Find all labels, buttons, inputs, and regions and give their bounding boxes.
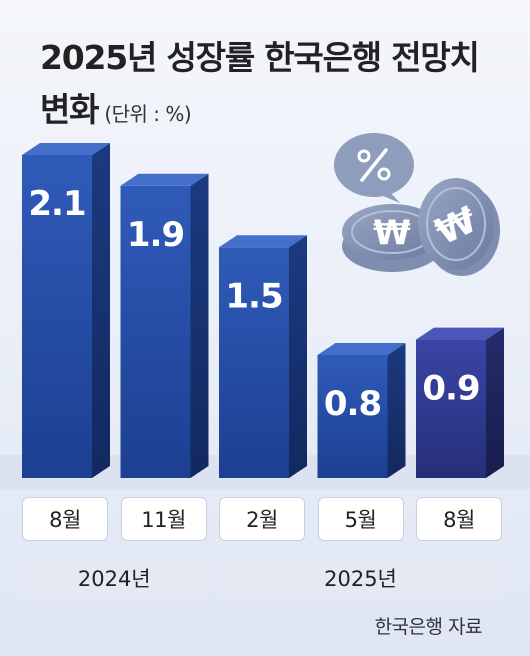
data-label-0: 2.1 — [28, 184, 85, 224]
bar-3 — [317, 342, 406, 478]
data-label-4: 0.9 — [422, 369, 479, 409]
data-label-1: 1.9 — [127, 215, 184, 255]
bar-1 — [120, 173, 209, 478]
percent-bubble-icon — [334, 133, 414, 203]
bar-2 — [219, 235, 307, 478]
unit-label: (단위 : %) — [104, 102, 192, 126]
month-label-3: 5월 — [317, 497, 404, 541]
won-coin-icon: ₩ ₩ — [342, 178, 500, 276]
source-note: 한국은행 자료 — [374, 616, 483, 638]
data-label-2: 1.5 — [225, 276, 282, 316]
month-label-4: 8월 — [416, 497, 502, 541]
month-label-0: 8월 — [22, 497, 108, 541]
bar-4 — [416, 327, 504, 478]
chart-title-line1: 2025년 성장률 한국은행 전망치 — [40, 38, 480, 77]
bar-0 — [22, 143, 110, 478]
chart-title-line2: 변화 (단위 : %) — [40, 90, 192, 134]
bar-chart: ₩ ₩ 2.1 1.9 1.5 0.8 0.9 — [0, 133, 530, 490]
data-label-3: 0.8 — [324, 384, 381, 424]
svg-text:₩: ₩ — [373, 213, 411, 253]
month-label-2: 2월 — [219, 497, 305, 541]
year-group-0: 2024년 — [22, 556, 207, 600]
month-label-1: 11월 — [120, 497, 207, 541]
title-word: 변화 — [40, 90, 100, 129]
year-group-1: 2025년 — [219, 556, 502, 600]
